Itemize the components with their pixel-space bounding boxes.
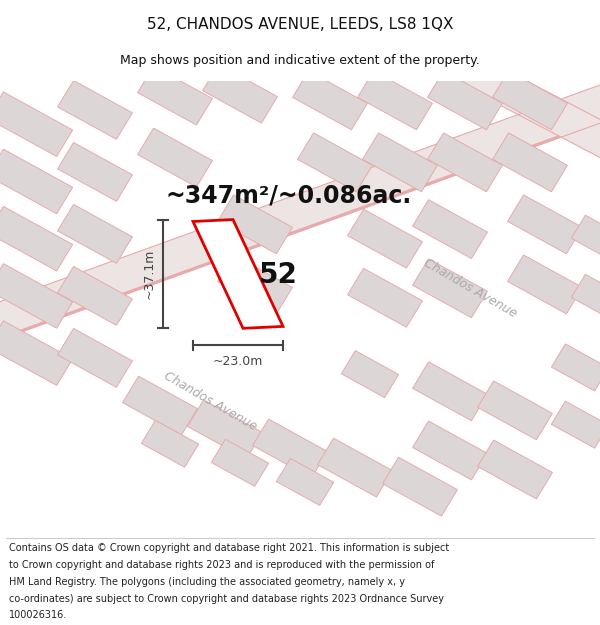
Polygon shape — [383, 458, 457, 516]
Text: 100026316.: 100026316. — [9, 611, 67, 621]
Text: ~37.1m: ~37.1m — [143, 249, 156, 299]
Text: ~23.0m: ~23.0m — [213, 355, 263, 368]
Polygon shape — [551, 401, 600, 448]
Polygon shape — [413, 259, 487, 318]
Polygon shape — [277, 458, 334, 506]
Polygon shape — [0, 321, 73, 386]
Polygon shape — [188, 400, 262, 459]
Text: 52, CHANDOS AVENUE, LEEDS, LS8 1QX: 52, CHANDOS AVENUE, LEEDS, LS8 1QX — [147, 17, 453, 32]
Polygon shape — [571, 215, 600, 262]
Polygon shape — [58, 266, 133, 326]
Text: 52: 52 — [259, 261, 298, 289]
Polygon shape — [0, 102, 600, 358]
Polygon shape — [253, 419, 328, 478]
Polygon shape — [413, 421, 487, 480]
Polygon shape — [0, 149, 73, 214]
Polygon shape — [203, 64, 277, 123]
Polygon shape — [508, 255, 583, 314]
Polygon shape — [0, 67, 600, 358]
Polygon shape — [413, 362, 487, 421]
Polygon shape — [58, 329, 133, 388]
Polygon shape — [341, 351, 398, 398]
Polygon shape — [122, 376, 197, 435]
Polygon shape — [428, 71, 502, 130]
Polygon shape — [347, 209, 422, 268]
Polygon shape — [493, 133, 568, 192]
Text: ~347m²/~0.086ac.: ~347m²/~0.086ac. — [165, 184, 411, 208]
Polygon shape — [358, 71, 433, 130]
Polygon shape — [413, 199, 487, 259]
Polygon shape — [218, 195, 292, 254]
Polygon shape — [347, 268, 422, 328]
Polygon shape — [478, 440, 553, 499]
Polygon shape — [428, 133, 502, 192]
Polygon shape — [571, 274, 600, 321]
Polygon shape — [58, 142, 133, 201]
Text: Contains OS data © Crown copyright and database right 2021. This information is : Contains OS data © Crown copyright and d… — [9, 543, 449, 554]
Polygon shape — [293, 71, 367, 130]
Polygon shape — [0, 264, 73, 328]
Polygon shape — [551, 344, 600, 391]
Polygon shape — [0, 92, 73, 156]
Polygon shape — [137, 66, 212, 125]
Text: Map shows position and indicative extent of the property.: Map shows position and indicative extent… — [120, 54, 480, 68]
Text: Chandos Avenue: Chandos Avenue — [161, 369, 259, 432]
Polygon shape — [193, 219, 283, 328]
Polygon shape — [298, 133, 373, 192]
Text: co-ordinates) are subject to Crown copyright and database rights 2023 Ordnance S: co-ordinates) are subject to Crown copyr… — [9, 594, 444, 604]
Polygon shape — [493, 71, 568, 130]
Polygon shape — [0, 206, 73, 271]
Polygon shape — [142, 420, 199, 468]
Polygon shape — [58, 204, 133, 263]
Polygon shape — [58, 81, 133, 139]
Polygon shape — [300, 0, 600, 210]
Text: Chandos Avenue: Chandos Avenue — [421, 256, 519, 320]
Text: to Crown copyright and database rights 2023 and is reproduced with the permissio: to Crown copyright and database rights 2… — [9, 560, 434, 570]
Polygon shape — [211, 439, 269, 486]
Text: HM Land Registry. The polygons (including the associated geometry, namely x, y: HM Land Registry. The polygons (includin… — [9, 577, 405, 587]
Polygon shape — [508, 195, 583, 254]
Polygon shape — [137, 128, 212, 187]
Polygon shape — [478, 381, 553, 440]
Polygon shape — [317, 438, 392, 497]
Polygon shape — [362, 133, 437, 192]
Polygon shape — [218, 255, 292, 314]
